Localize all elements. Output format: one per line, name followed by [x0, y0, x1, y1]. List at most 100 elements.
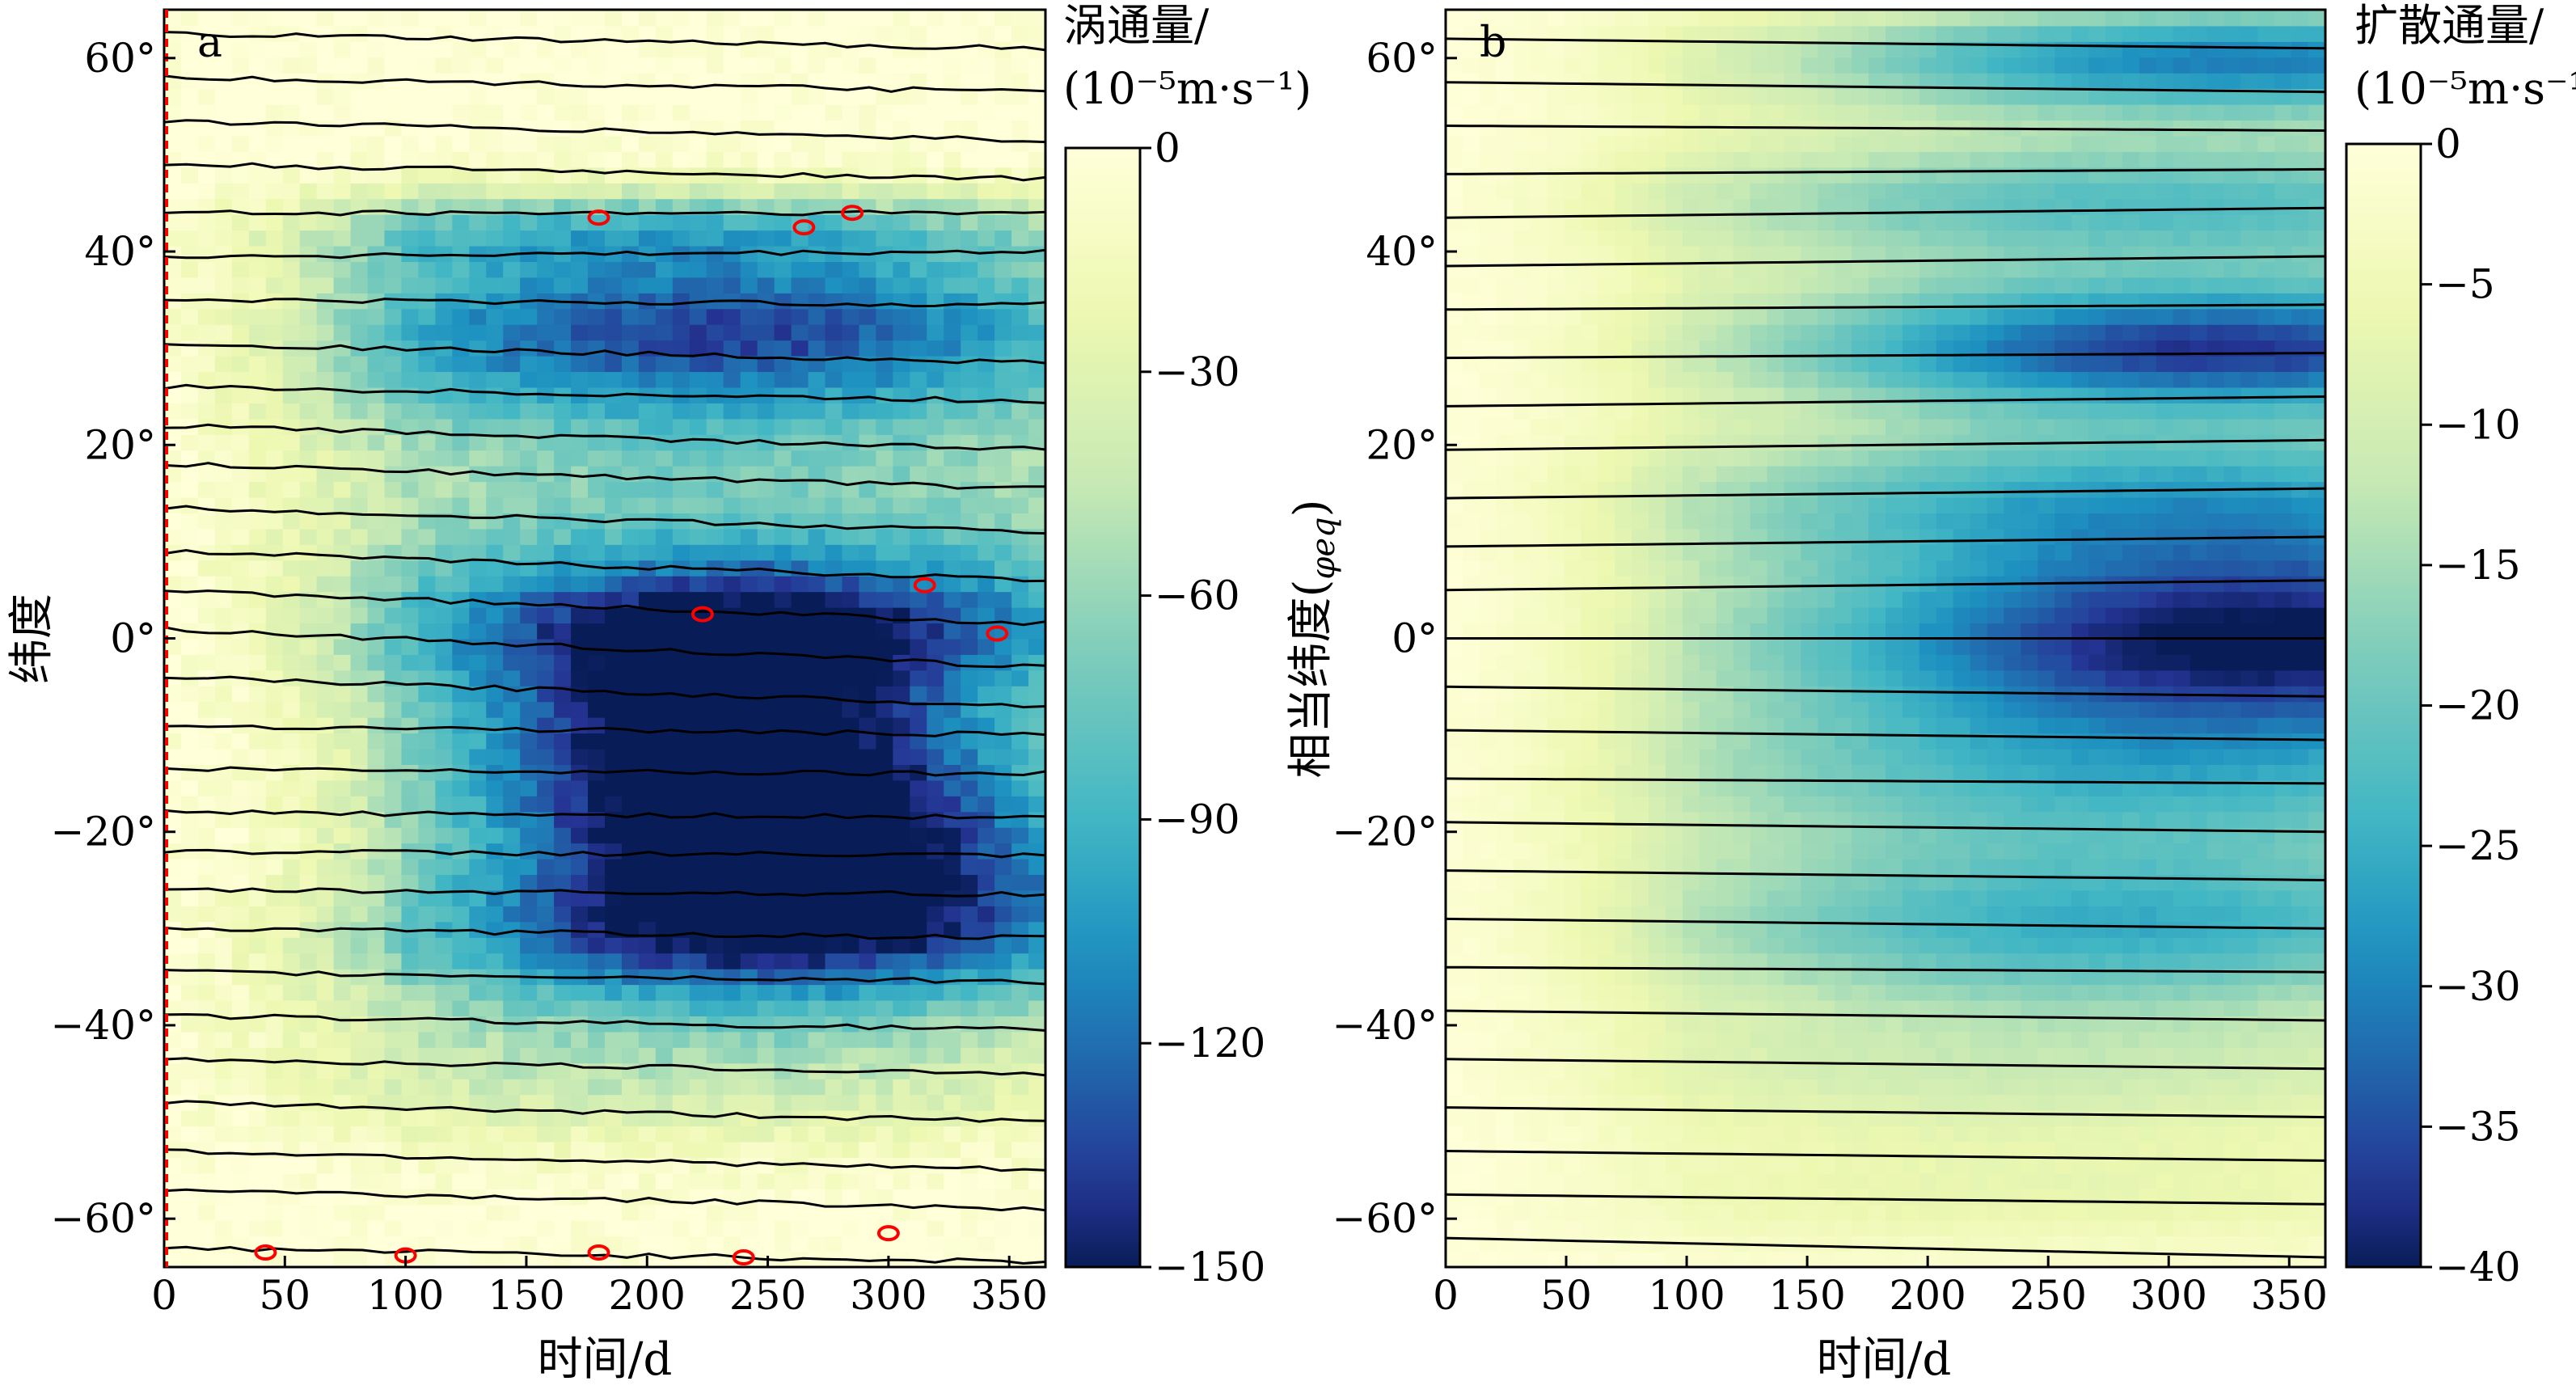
heatmap-cell — [638, 591, 657, 608]
heatmap-cell — [435, 135, 454, 152]
heatmap-cell — [672, 261, 690, 278]
heatmap-cell — [1462, 323, 1480, 341]
heatmap-cell — [791, 968, 809, 986]
heatmap-cell — [723, 450, 741, 467]
heatmap-cell — [503, 874, 522, 891]
heatmap-cell — [1028, 355, 1045, 373]
heatmap-cell — [248, 57, 267, 74]
heatmap-cell — [418, 1219, 437, 1237]
heatmap-cell — [927, 402, 945, 420]
heatmap-cell — [706, 591, 724, 608]
heatmap-cell — [214, 905, 233, 923]
heatmap-cell — [876, 591, 894, 608]
heatmap-cell — [1028, 984, 1045, 1001]
heatmap-cell — [299, 1094, 318, 1111]
heatmap-cell — [1496, 88, 1514, 105]
heatmap-cell — [859, 795, 877, 813]
heatmap-cell — [452, 402, 471, 420]
heatmap-cell — [588, 905, 606, 923]
heatmap-cell — [164, 10, 182, 27]
heatmap-cell — [503, 653, 522, 671]
heatmap-cell — [842, 103, 860, 121]
heatmap-cell — [808, 716, 826, 734]
heatmap-cell — [486, 874, 505, 891]
heatmap-cell — [859, 1094, 877, 1111]
heatmap-cell — [1530, 198, 1548, 215]
heatmap-cell — [927, 685, 945, 703]
heatmap-cell — [231, 10, 250, 27]
heatmap-cell — [435, 623, 454, 640]
heatmap-cell — [1530, 905, 1548, 923]
heatmap-cell — [452, 591, 471, 608]
heatmap-cell — [689, 1204, 707, 1221]
heatmap-cell — [537, 936, 555, 954]
heatmap-cell — [605, 1204, 623, 1221]
heatmap-cell — [978, 10, 996, 27]
heatmap-cell — [265, 292, 284, 310]
heatmap-cell — [418, 261, 437, 278]
heatmap-cell — [1462, 921, 1480, 938]
heatmap-cell — [893, 1031, 911, 1048]
heatmap-cell — [401, 999, 420, 1016]
heatmap-cell — [808, 936, 826, 954]
heatmap-cell — [537, 277, 555, 294]
heatmap-cell — [944, 1094, 962, 1111]
heatmap-cell — [1564, 402, 1582, 420]
heatmap-cell — [1564, 292, 1582, 310]
heatmap-cell — [503, 277, 522, 294]
heatmap-cell — [893, 40, 911, 58]
heatmap-cell — [316, 308, 335, 325]
heatmap-cell — [757, 481, 775, 498]
heatmap-cell — [180, 1062, 199, 1079]
contour-line — [164, 589, 1045, 627]
heatmap-cell — [316, 811, 335, 828]
heatmap-cell — [723, 1046, 741, 1064]
heatmap-cell — [961, 182, 979, 200]
heatmap-cell — [1581, 826, 1599, 844]
heatmap-cell — [808, 1236, 826, 1252]
heatmap-cell — [706, 277, 724, 294]
heatmap-cell — [605, 1156, 623, 1174]
heatmap-cell — [1011, 1141, 1030, 1158]
heatmap-cell — [876, 779, 894, 796]
heatmap-cell — [842, 57, 860, 74]
heatmap-cell — [1496, 874, 1514, 891]
heatmap-cell — [231, 843, 250, 860]
heatmap-cell — [571, 843, 589, 860]
heatmap-cell — [367, 1016, 386, 1033]
contour-line — [164, 1100, 1045, 1123]
heatmap-cell — [180, 733, 199, 750]
heatmap-cell — [350, 984, 369, 1001]
heatmap-cell — [774, 88, 792, 105]
heatmap-cell — [1530, 387, 1548, 403]
heatmap-cell — [248, 779, 267, 796]
heatmap-cell — [740, 1016, 758, 1033]
heatmap-cell — [486, 843, 505, 860]
heatmap-cell — [995, 340, 1013, 357]
heatmap-cell — [435, 182, 454, 200]
heatmap-cell — [910, 936, 928, 954]
heatmap-cell — [723, 606, 741, 624]
heatmap-cell — [520, 795, 538, 813]
heatmap-cell — [486, 481, 505, 498]
heatmap-cell — [757, 245, 775, 262]
heatmap-cell — [435, 1204, 454, 1221]
heatmap-cell — [367, 1188, 386, 1206]
heatmap-cell — [469, 543, 488, 561]
heatmap-cell — [961, 843, 979, 860]
heatmap-cell — [1581, 167, 1599, 184]
heatmap-cell — [944, 450, 962, 467]
heatmap-cell — [1513, 560, 1531, 577]
heatmap-cell — [214, 716, 233, 734]
heatmap-cell — [214, 1204, 233, 1221]
heatmap-cell — [180, 1016, 199, 1033]
heatmap-cell — [571, 874, 589, 891]
heatmap-cell — [1479, 371, 1497, 388]
heatmap-cell — [655, 10, 674, 27]
heatmap-cell — [774, 1236, 792, 1252]
heatmap-cell — [995, 135, 1013, 152]
heatmap-cell — [774, 560, 792, 577]
heatmap-cell — [740, 245, 758, 262]
heatmap-cell — [978, 953, 996, 969]
heatmap-cell — [180, 120, 199, 137]
